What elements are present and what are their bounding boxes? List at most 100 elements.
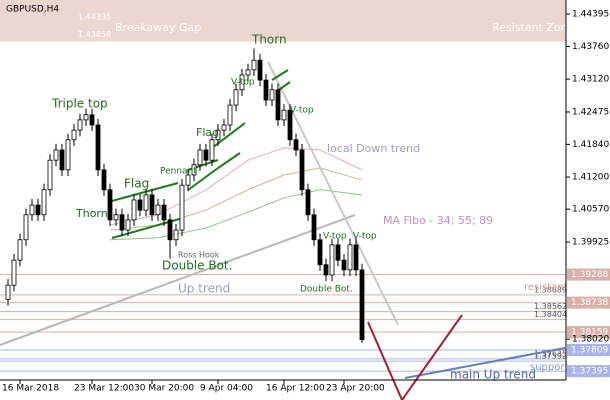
candle-body	[107, 189, 113, 221]
candle	[53, 143, 59, 167]
candle-body	[341, 259, 347, 271]
candle-body	[161, 204, 167, 221]
candle	[305, 183, 311, 221]
candle	[23, 208, 29, 246]
candle	[11, 254, 17, 292]
candle-body	[251, 59, 257, 71]
candle	[257, 54, 263, 87]
candle-body	[215, 129, 221, 141]
candle-body	[137, 199, 143, 211]
candle	[185, 168, 191, 192]
candle	[173, 223, 179, 246]
candle	[353, 238, 359, 276]
annotations: Breakaway Gap Resistant Zone Triple top …	[51, 21, 575, 382]
candle-body	[173, 229, 179, 241]
candles	[5, 48, 365, 343]
annotation: local Down trend	[327, 142, 420, 155]
candle	[311, 208, 317, 246]
candle-body	[221, 124, 227, 131]
candle	[275, 83, 281, 127]
candle	[89, 108, 95, 132]
candle	[71, 123, 77, 146]
y-tick-label: 1.43120	[572, 75, 609, 85]
gap-label: 1.43858	[78, 30, 111, 39]
candle	[167, 213, 173, 259]
annotation: Flag	[124, 177, 149, 191]
candle	[47, 154, 53, 196]
annotation: support	[530, 362, 568, 373]
candle-body	[77, 119, 83, 131]
candle	[323, 258, 329, 282]
up-trend-line	[0, 214, 356, 346]
annotation: Thorn	[75, 207, 108, 220]
flag-line	[271, 69, 289, 81]
candle-body	[41, 189, 47, 216]
candle-body	[119, 214, 125, 231]
x-tick-label: 23 Apr 20:00	[326, 384, 385, 394]
candle-body	[29, 204, 35, 216]
candle-body	[185, 174, 191, 186]
candle-body	[23, 214, 29, 241]
level-box	[567, 326, 610, 339]
annotation: Pennant	[160, 167, 197, 177]
candle-body	[317, 239, 323, 266]
main-up-trend-line	[404, 347, 566, 379]
level-label: 1.38404	[534, 310, 567, 319]
candle-body	[113, 214, 119, 221]
level-box	[567, 268, 610, 281]
candle-body	[5, 284, 11, 300]
candle	[335, 238, 341, 267]
candle-body	[359, 269, 365, 341]
candle	[281, 104, 287, 127]
candle	[269, 83, 275, 107]
candle-body	[239, 74, 245, 91]
candle	[95, 118, 101, 176]
candle	[155, 198, 161, 221]
candle	[17, 233, 23, 267]
candle	[341, 254, 347, 276]
candle-body	[167, 219, 173, 241]
candle	[227, 98, 233, 132]
y-tick-label: 1.41840	[572, 140, 609, 150]
candle	[179, 179, 185, 237]
level-label: 1.38738	[571, 298, 608, 308]
candle	[191, 158, 197, 182]
candle	[299, 143, 305, 196]
candle-body	[203, 149, 209, 161]
candle-body	[323, 264, 329, 276]
candle	[65, 133, 71, 176]
candle-body	[335, 244, 341, 261]
candle	[113, 208, 119, 226]
level-label: 1.37395	[571, 367, 608, 377]
candle	[287, 104, 293, 146]
candle	[143, 188, 149, 217]
candle	[209, 133, 215, 167]
annotation: Resistant Zone	[492, 21, 575, 34]
x-tick-label: 30 Mar 20:00	[134, 384, 194, 394]
candle	[245, 63, 251, 82]
level-box	[567, 344, 610, 357]
candle-body	[329, 244, 335, 276]
candle-body	[281, 109, 287, 121]
candle-body	[125, 219, 131, 231]
gap-zone	[0, 0, 566, 42]
candle-body	[191, 164, 197, 176]
candle-body	[269, 89, 275, 101]
candle-body	[17, 239, 23, 261]
annotation: V-top	[290, 106, 314, 116]
candle-body	[293, 139, 299, 151]
candle	[203, 143, 209, 167]
candle-body	[227, 104, 233, 126]
candle-body	[131, 199, 137, 221]
annotation: V-top	[323, 232, 347, 242]
candle-body	[71, 129, 77, 141]
candle	[197, 143, 203, 171]
candle-body	[143, 194, 149, 211]
candle	[35, 198, 41, 221]
annotation: resistant	[524, 282, 568, 293]
y-tick-label: 1.38020	[572, 335, 609, 345]
candle-body	[287, 109, 293, 141]
candle-body	[263, 79, 269, 101]
candle-body	[209, 139, 215, 161]
